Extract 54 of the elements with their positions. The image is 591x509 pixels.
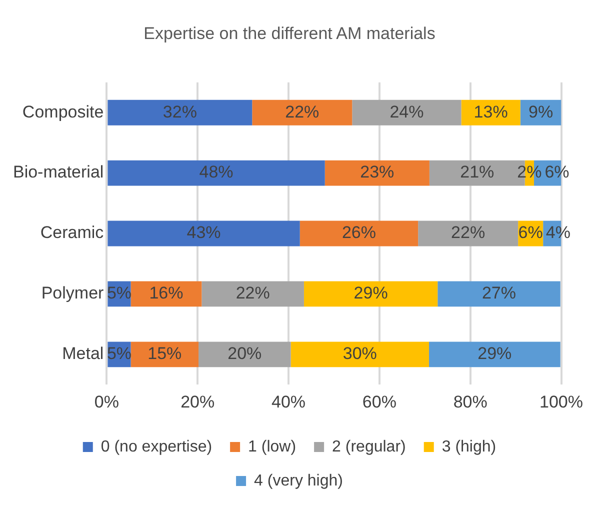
- bar: [438, 281, 560, 307]
- data-label: 32%: [162, 102, 197, 122]
- x-tick-label: 60%: [362, 392, 396, 412]
- data-label: 21%: [460, 162, 494, 182]
- data-label: 23%: [360, 162, 394, 182]
- data-label: 22%: [236, 284, 270, 303]
- bar: [418, 220, 518, 246]
- x-tick-label: 40%: [272, 392, 306, 412]
- data-label: 48%: [199, 162, 234, 182]
- data-label: 29%: [478, 344, 512, 364]
- y-tick-label: Ceramic: [40, 223, 104, 242]
- chart-title: Expertise on the different AM materials: [144, 24, 436, 43]
- y-tick-label: Polymer: [41, 284, 104, 303]
- bar: [304, 281, 438, 307]
- x-tick-label: 80%: [453, 392, 488, 412]
- data-label: 26%: [342, 223, 376, 242]
- bar: [130, 342, 199, 368]
- data-label: 29%: [354, 284, 388, 303]
- legend-label: 1 (low): [248, 438, 296, 456]
- y-tick-label: Composite: [22, 102, 104, 122]
- data-label: 2%: [517, 162, 542, 182]
- y-tick-label: Bio-material: [12, 162, 104, 182]
- bar: [352, 100, 462, 126]
- bar: [300, 220, 418, 246]
- x-tick-label: 100%: [540, 392, 583, 412]
- x-tick-label: 20%: [180, 392, 215, 412]
- data-label: 15%: [148, 344, 182, 364]
- legend-label: 0 (no expertise): [100, 438, 212, 456]
- bar: [290, 342, 429, 368]
- bar: [428, 342, 560, 368]
- bar: [130, 281, 202, 307]
- x-tick-label: 0%: [94, 392, 119, 412]
- data-label: 22%: [285, 102, 320, 122]
- bar: [198, 342, 291, 368]
- data-label: 22%: [451, 223, 486, 242]
- data-label: 6%: [518, 223, 543, 242]
- bar: [108, 100, 252, 126]
- legend-label: 4 (very high): [254, 472, 343, 490]
- bar: [108, 160, 325, 186]
- data-label: 16%: [149, 284, 184, 303]
- data-label: 30%: [342, 344, 377, 364]
- data-label: 20%: [228, 344, 262, 364]
- data-label: 13%: [474, 102, 508, 122]
- data-label: 9%: [528, 102, 554, 122]
- bar: [252, 100, 352, 126]
- bar: [324, 160, 430, 186]
- data-label: 27%: [482, 284, 516, 303]
- bar: [108, 220, 300, 246]
- legend-label: 3 (high): [442, 438, 496, 456]
- bar: [202, 281, 304, 307]
- legend-label: 2 (regular): [332, 438, 406, 456]
- data-label: 24%: [390, 102, 424, 122]
- data-label: 43%: [186, 223, 221, 242]
- y-tick-label: Metal: [62, 344, 104, 364]
